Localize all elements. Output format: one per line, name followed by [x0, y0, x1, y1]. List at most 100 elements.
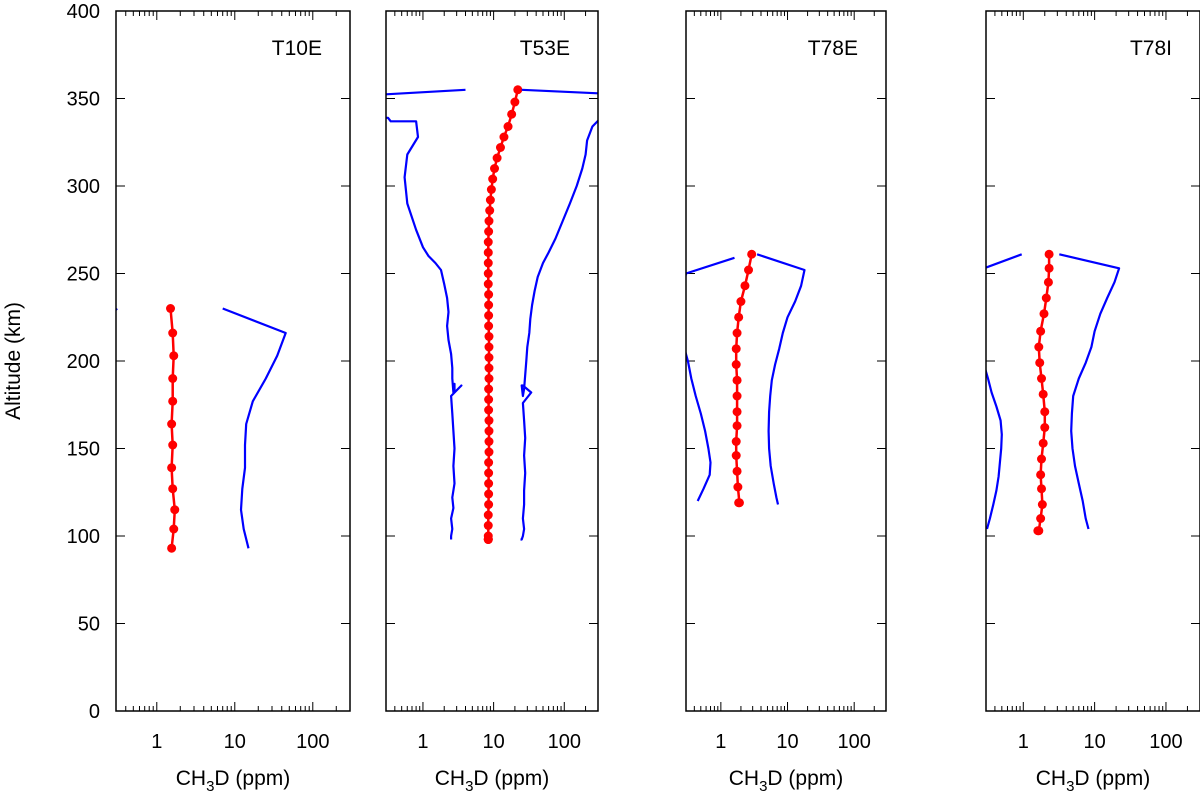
- data-point: [503, 122, 513, 131]
- x-axis-title-main: CH: [176, 767, 206, 790]
- data-point: [483, 248, 493, 257]
- data-point: [1034, 342, 1044, 352]
- series-group: [986, 249, 1121, 536]
- panel-frame: [985, 10, 1200, 712]
- data-point: [168, 374, 178, 383]
- x-tick-label: 1: [1018, 731, 1029, 753]
- data-point: [486, 185, 496, 194]
- data-point: [483, 510, 493, 520]
- data-point: [1037, 484, 1047, 494]
- y-tick-label: 150: [67, 439, 100, 461]
- x-tick-label: 10: [224, 731, 246, 753]
- series-group: [386, 85, 598, 544]
- data-point: [733, 482, 743, 492]
- y-tick-label: 250: [67, 264, 100, 286]
- data-point: [732, 375, 742, 385]
- data-point: [168, 484, 178, 494]
- x-axis-title-rest: D (ppm): [1074, 767, 1150, 790]
- series-line-lower-bound: [686, 256, 735, 279]
- data-point: [484, 384, 494, 394]
- panel-title: T78I: [1130, 37, 1172, 60]
- data-point: [1036, 470, 1046, 480]
- data-point: [484, 405, 494, 415]
- x-tick-label: 1: [417, 731, 428, 753]
- data-point: [167, 543, 177, 553]
- data-point: [1039, 309, 1049, 319]
- data-point: [169, 524, 179, 534]
- data-point: [1036, 326, 1046, 336]
- series-line-lower-bound-2: [686, 350, 712, 502]
- data-point: [1033, 526, 1043, 536]
- data-point: [485, 195, 495, 205]
- data-point: [1044, 263, 1054, 273]
- data-point: [1044, 249, 1054, 259]
- panel-T78I: 1 10 100 T78I CH3D (ppm): [985, 10, 1200, 795]
- data-point: [483, 237, 493, 247]
- data-point: [484, 437, 494, 446]
- data-point: [484, 342, 494, 352]
- x-axis-title: CH3D (ppm): [1036, 767, 1151, 795]
- y-tick-label: 0: [89, 701, 100, 723]
- data-point: [484, 489, 494, 499]
- data-point: [484, 416, 494, 425]
- x-axis-title-rest: D (ppm): [214, 767, 290, 790]
- y-tick-label: 350: [67, 89, 100, 111]
- data-point: [1035, 358, 1045, 368]
- data-point: [167, 463, 177, 473]
- panel-frame: [385, 10, 599, 712]
- x-axis-title-rest: D (ppm): [767, 767, 843, 790]
- data-point: [499, 132, 509, 142]
- y-tick-label: 200: [67, 351, 100, 373]
- data-point: [484, 290, 494, 299]
- x-axis-title-main: CH: [1036, 767, 1066, 790]
- data-point: [484, 321, 494, 331]
- data-point: [484, 332, 494, 341]
- data-point: [732, 407, 742, 417]
- data-point: [484, 500, 494, 509]
- data-point: [484, 447, 494, 457]
- data-point: [492, 153, 502, 163]
- data-point: [483, 258, 493, 268]
- data-point: [747, 249, 757, 259]
- data-point: [483, 279, 493, 289]
- series-line-upper-bound: [520, 119, 598, 541]
- data-point: [483, 535, 493, 544]
- panel-frame: [685, 10, 887, 712]
- series-line-lower-bound: [986, 253, 1023, 269]
- data-point: [732, 421, 742, 431]
- data-point: [731, 451, 741, 460]
- data-point: [731, 360, 741, 369]
- panel-frame: [115, 10, 351, 712]
- data-point: [484, 395, 494, 404]
- x-axis-title-sub: 3: [206, 778, 214, 795]
- data-point: [731, 344, 741, 354]
- data-point: [490, 164, 500, 173]
- data-point: [1037, 500, 1047, 509]
- data-point: [507, 109, 517, 119]
- x-axis-title: CH3D (ppm): [176, 767, 291, 795]
- data-point: [167, 419, 177, 429]
- data-point: [1043, 277, 1053, 287]
- data-point: [170, 505, 180, 515]
- x-tick-label: 1: [715, 731, 726, 753]
- data-point: [732, 466, 742, 476]
- data-point: [1040, 407, 1050, 417]
- data-point: [169, 351, 179, 361]
- data-point: [1036, 514, 1046, 523]
- x-axis-title-sub: 3: [465, 778, 473, 795]
- panel-T10E: 1 10 100 0 50 100 150 200 250 300 350 400 T10E CH3D (…: [67, 1, 351, 795]
- panel-T53E: 1 10 100 T53E CH3D (ppm): [385, 10, 599, 795]
- x-tick-label: 100: [838, 731, 871, 753]
- data-point: [484, 300, 494, 310]
- x-tick-label: 10: [776, 731, 798, 753]
- x-tick-label: 10: [482, 731, 504, 753]
- data-point: [484, 353, 494, 362]
- y-tick-label: 400: [67, 1, 100, 23]
- panel-title: T78E: [808, 37, 858, 60]
- series-line-upper-bound: [756, 253, 806, 505]
- data-point: [484, 227, 494, 236]
- data-point: [510, 97, 520, 107]
- x-axis-title-rest: D (ppm): [473, 767, 549, 790]
- x-tick-label: 1: [151, 731, 162, 753]
